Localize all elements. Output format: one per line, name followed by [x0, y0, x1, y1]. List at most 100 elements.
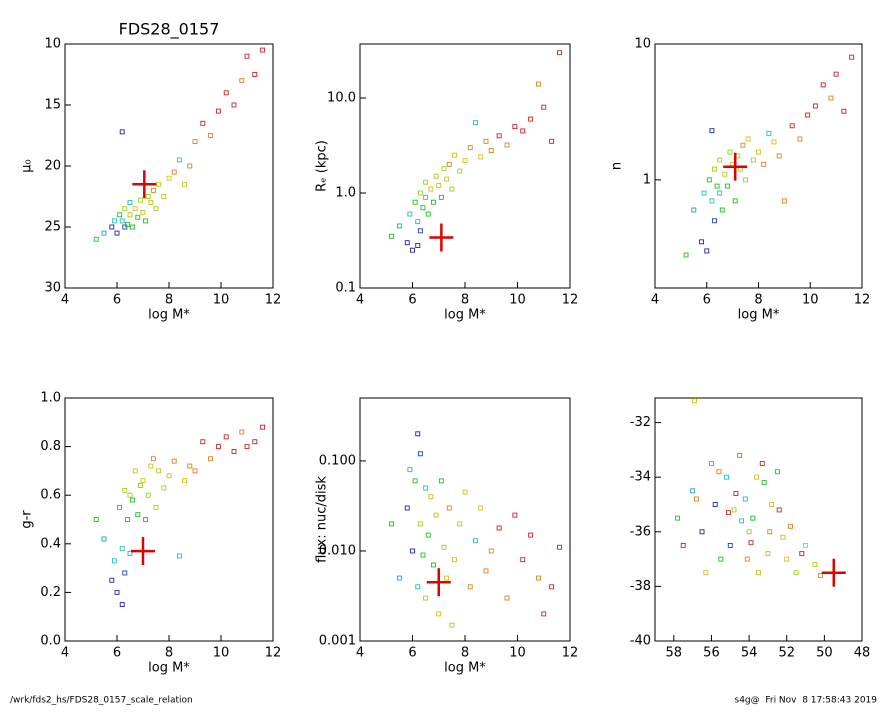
data-point: [423, 179, 429, 185]
data-point: [746, 529, 752, 535]
footer-path: /wrk/fds2_hs/FDS28_0157_scale_relation: [10, 696, 193, 706]
data-point: [176, 157, 182, 163]
data-point: [423, 595, 429, 601]
data-point: [849, 54, 855, 60]
y-axis-label: n: [610, 162, 625, 170]
data-point: [780, 534, 786, 540]
y-axis-label: Rₑ (kpc): [315, 140, 330, 192]
data-point: [444, 575, 450, 581]
data-point: [449, 186, 455, 192]
data-point: [93, 236, 99, 242]
data-point: [803, 542, 808, 548]
x-tick-label: 4: [61, 646, 69, 661]
data-point: [396, 223, 402, 229]
data-point: [182, 181, 188, 187]
data-point: [223, 90, 229, 96]
data-point: [789, 123, 795, 129]
data-point: [784, 556, 790, 562]
data-point: [231, 449, 237, 454]
data-point: [727, 149, 733, 155]
data-point: [732, 198, 738, 204]
x-axis-label: log M*: [444, 661, 486, 676]
data-point: [140, 209, 146, 215]
y-tick-label: -38: [630, 579, 651, 594]
data-point: [776, 507, 782, 513]
data-point: [750, 157, 756, 163]
data-point: [512, 124, 518, 130]
data-point: [127, 492, 133, 498]
x-tick-label: 54: [741, 646, 758, 661]
data-point: [788, 523, 793, 529]
data-point: [410, 247, 415, 253]
data-point: [431, 199, 436, 205]
data-point: [260, 424, 266, 430]
data-point: [740, 142, 746, 148]
data-point: [93, 517, 99, 522]
y-tick-label: -36: [630, 524, 651, 539]
data-point: [127, 212, 133, 218]
data-point: [161, 485, 167, 491]
data-point: [145, 194, 151, 199]
data-point: [446, 505, 452, 511]
y-tick-label: 0.1: [335, 281, 356, 296]
y-tick-label: 10: [634, 37, 651, 52]
x-tick-label: 58: [666, 646, 683, 661]
x-tick-label: 56: [703, 646, 720, 661]
data-point: [536, 575, 541, 581]
data-point: [156, 181, 162, 187]
data-point: [140, 478, 146, 484]
data-point: [407, 467, 413, 473]
data-point: [549, 138, 555, 144]
data-point: [725, 183, 730, 189]
data-point: [743, 177, 749, 183]
data-point: [496, 133, 502, 139]
data-point: [119, 546, 125, 552]
data-point: [412, 478, 418, 484]
data-point: [438, 194, 444, 200]
data-point: [739, 518, 745, 524]
data-point: [231, 102, 237, 108]
data-point: [703, 570, 709, 576]
y-tick-label: 0.8: [40, 439, 61, 454]
data-point: [478, 505, 484, 511]
data-point: [192, 139, 198, 145]
data-point: [701, 190, 707, 196]
data-point: [425, 532, 431, 538]
data-point: [449, 622, 455, 628]
data-point: [769, 502, 775, 507]
data-point: [143, 517, 149, 522]
data-point: [124, 517, 130, 522]
data-point: [187, 163, 193, 169]
data-point: [833, 71, 839, 77]
data-point: [425, 211, 431, 217]
data-point: [223, 434, 229, 440]
data-point: [693, 496, 699, 502]
y-tick-label: 10.0: [327, 90, 356, 105]
data-point: [415, 219, 421, 225]
data-point: [215, 444, 221, 450]
data-point: [691, 207, 697, 213]
y-tick-label: 15: [44, 98, 61, 113]
data-point: [389, 233, 394, 239]
data-point: [187, 463, 193, 469]
data-point: [417, 190, 423, 196]
data-point: [767, 529, 773, 535]
data-point: [145, 492, 151, 498]
data-point: [712, 502, 718, 507]
data-point: [714, 183, 720, 189]
data-point: [417, 521, 423, 527]
data-point: [417, 451, 423, 457]
data-point: [423, 485, 429, 491]
data-point: [252, 439, 258, 445]
plot-frame: [654, 43, 863, 289]
data-point: [148, 200, 154, 206]
data-point: [744, 556, 750, 562]
data-point: [260, 47, 266, 53]
data-point: [841, 108, 847, 114]
data-point: [557, 50, 562, 56]
x-tick-label: 6: [703, 293, 711, 308]
data-point: [433, 173, 439, 179]
data-point: [462, 158, 468, 163]
data-point: [690, 488, 696, 494]
x-tick-label: 12: [265, 293, 282, 308]
